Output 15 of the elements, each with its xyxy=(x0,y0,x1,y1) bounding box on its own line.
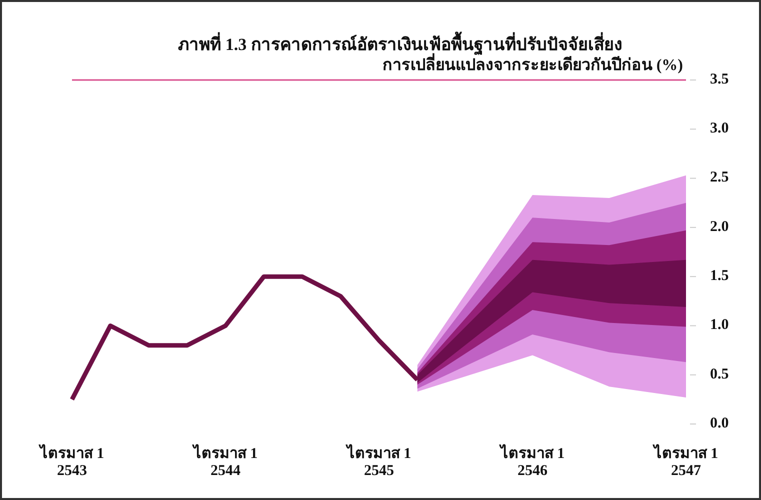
y-tick-label: 1.5 xyxy=(710,268,729,284)
x-tick-label: ไตรมาส 1 2543 xyxy=(38,443,104,479)
x-tick-label: ไตรมาส 1 2546 xyxy=(498,443,565,479)
y-tick-label: 3.0 xyxy=(710,120,729,137)
x-tick-label: ไตรมาส 1 2545 xyxy=(344,443,412,479)
chart-title: ภาพที่ 1.3 การคาดการณ์อัตราเงินเฟ้อพื้นฐานที่ปรับปัจจัยเสี่ยง xyxy=(178,31,622,56)
y-tick-label: 2.5 xyxy=(710,170,729,186)
y-tick-label: 2.0 xyxy=(710,218,729,235)
x-tick-label: ไตรมาส 1 2547 xyxy=(652,443,718,479)
x-tick-label: ไตรมาส 1 2544 xyxy=(191,443,258,479)
y-axis-title: การเปลี่ยนแปลงจากระยะเดียวกันปีก่อน (%) xyxy=(382,53,683,74)
y-tick-label: 3.5 xyxy=(710,71,729,88)
y-tick-label: 0.0 xyxy=(710,415,729,432)
y-tick-label: 1.0 xyxy=(710,317,729,334)
y-tick-label: 0.5 xyxy=(710,366,729,382)
